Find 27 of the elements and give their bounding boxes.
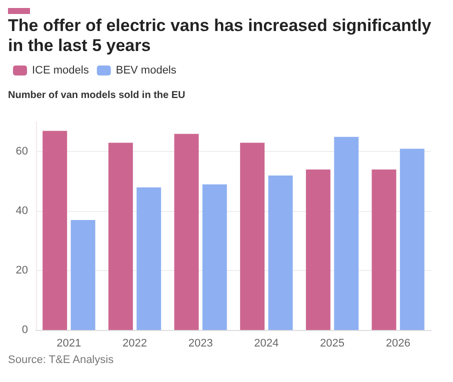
source-note: Source: T&E Analysis: [8, 354, 115, 366]
x-tick-label: 2022: [122, 338, 147, 350]
legend-label: ICE models: [32, 64, 90, 76]
legend-label: BEV models: [116, 64, 177, 76]
bar: [136, 187, 162, 330]
y-tick-label: 40: [16, 205, 28, 218]
x-tick-label: 2021: [56, 338, 82, 350]
x-tick-label: 2024: [254, 338, 279, 350]
bar: [306, 170, 330, 330]
x-tick-label: 2026: [386, 338, 410, 350]
y-tick-label: 20: [16, 264, 28, 277]
x-tick-label: 2023: [188, 338, 213, 350]
bar: [202, 184, 227, 330]
bar: [334, 136, 359, 330]
bar: [240, 142, 265, 330]
chart-subtitle: Number of van models sold in the EU: [8, 90, 186, 101]
bar: [42, 130, 68, 330]
bar: [268, 175, 293, 330]
y-tick-label: 60: [16, 146, 28, 158]
x-tick-label: 2025: [320, 338, 344, 350]
bar: [174, 134, 199, 330]
chart-title: The offer of electric vans has increased significantly in the last 5 years: [8, 16, 432, 56]
bar: [400, 148, 424, 330]
bar: [372, 170, 396, 330]
bar: [70, 220, 96, 330]
bar: [108, 142, 133, 330]
y-tick-label: 0: [22, 324, 28, 336]
